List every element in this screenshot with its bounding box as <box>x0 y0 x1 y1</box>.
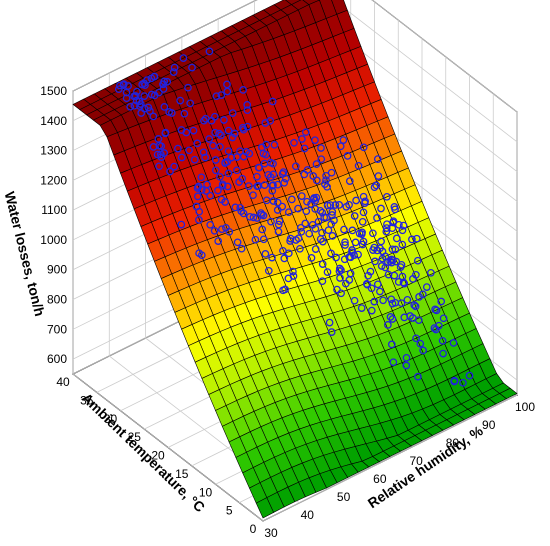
z-tick-label: 1400 <box>40 114 67 128</box>
z-tick-label: 1300 <box>40 144 67 158</box>
x-tick-label: 90 <box>482 418 496 432</box>
z-tick-label: 800 <box>47 293 67 307</box>
y-tick-label: 40 <box>56 375 70 389</box>
y-tick-label: 0 <box>250 522 257 536</box>
z-tick-label: 1500 <box>40 84 67 98</box>
z-tick-label: 700 <box>47 322 67 336</box>
y-tick-label: 5 <box>226 504 233 518</box>
x-tick-label: 40 <box>301 508 315 522</box>
x-tick-label: 30 <box>264 526 278 540</box>
z-tick-label: 1200 <box>40 173 67 187</box>
z-tick-label: 600 <box>47 352 67 366</box>
z-tick-label: 900 <box>47 263 67 277</box>
z-tick-label: 1100 <box>41 203 67 217</box>
x-tick-label: 50 <box>337 490 351 504</box>
z-tick-label: 1000 <box>40 233 67 247</box>
x-tick-label: 100 <box>515 400 535 414</box>
